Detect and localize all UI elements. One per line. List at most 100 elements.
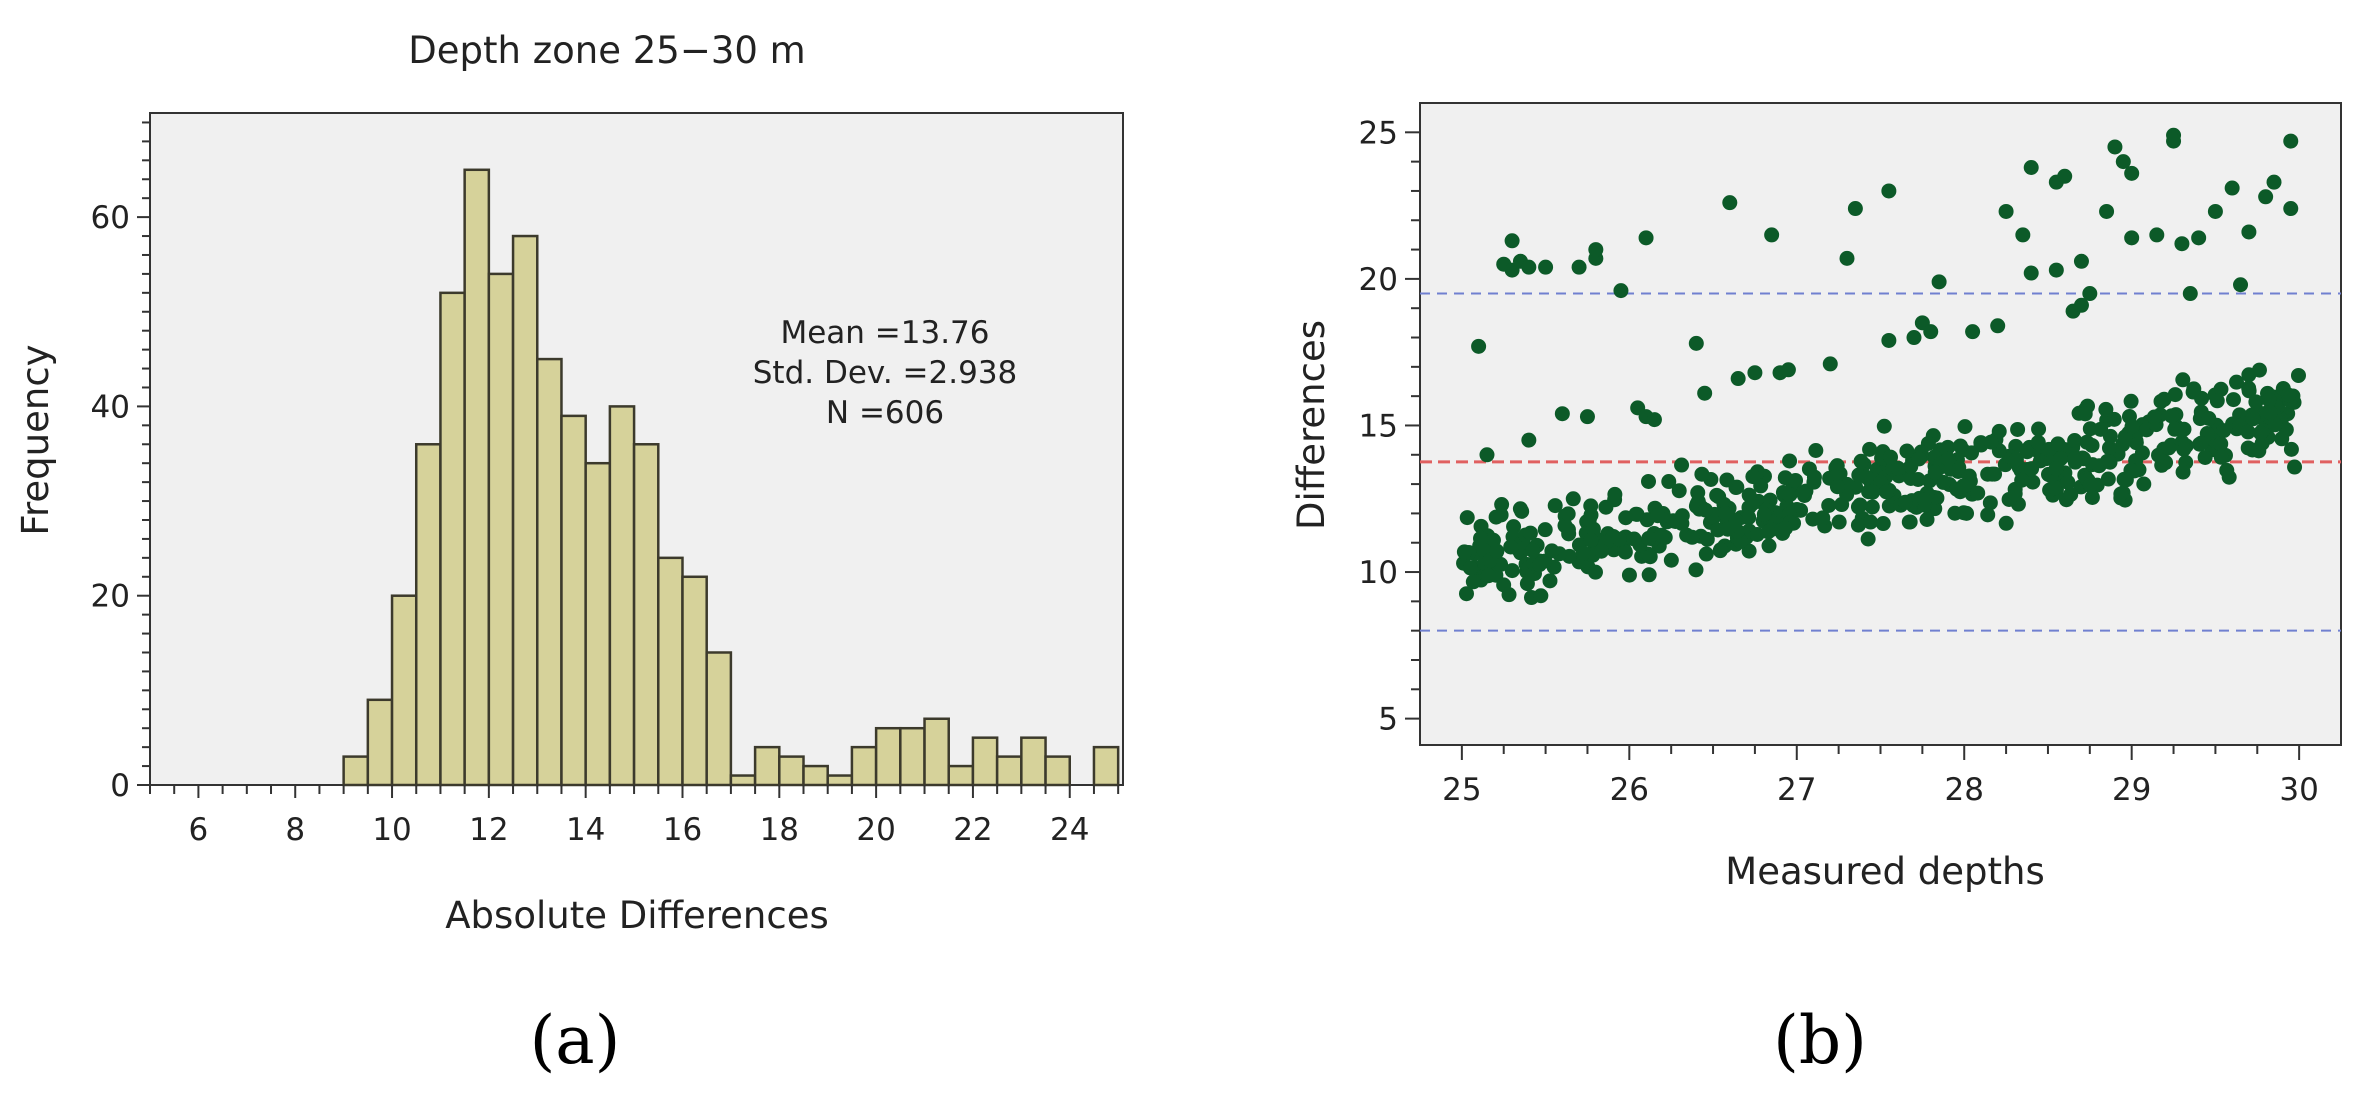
scatter-point xyxy=(1544,543,1560,559)
scatter-point xyxy=(2007,486,2023,502)
scatter-point xyxy=(1741,543,1757,559)
scatter-point xyxy=(2267,417,2283,433)
scatter-point xyxy=(1859,469,1875,485)
scatter-x-tick-label: 26 xyxy=(1610,772,1649,808)
scatter-point xyxy=(2283,441,2299,457)
scatter-point xyxy=(2213,449,2229,465)
scatter-point xyxy=(1875,516,1891,532)
scatter-point-outlier xyxy=(2057,168,2073,184)
scatter-point-outlier xyxy=(2191,230,2207,246)
scatter-point xyxy=(1557,518,1573,534)
scatter-point xyxy=(1998,515,2014,531)
scatter-point xyxy=(1465,574,1481,590)
scatter-point xyxy=(1940,451,1956,467)
scatter-point-outlier xyxy=(1881,332,1897,348)
histogram-x-tick-label: 8 xyxy=(285,812,305,848)
scatter-y-tick-label: 20 xyxy=(1359,262,1398,298)
scatter-point xyxy=(2261,392,2277,408)
scatter-point xyxy=(2093,421,2109,437)
scatter-point xyxy=(2102,454,2118,470)
scatter-point xyxy=(1745,469,1761,485)
scatter-point xyxy=(1956,478,1972,494)
histogram-bar xyxy=(608,405,636,787)
histogram-y-tick-label: 40 xyxy=(91,389,130,425)
histogram-bar xyxy=(753,745,781,787)
histogram-bar xyxy=(681,575,708,787)
scatter-x-tick-label: 30 xyxy=(2279,772,2318,808)
scatter-point xyxy=(1850,517,1866,533)
scatter-point-outlier xyxy=(1923,324,1939,340)
histogram-x-tick-label: 12 xyxy=(469,812,508,848)
scatter-x-tick-label: 25 xyxy=(1442,772,1481,808)
scatter-point xyxy=(2079,434,2095,450)
scatter-point xyxy=(2077,406,2093,422)
histogram-bar xyxy=(850,745,878,787)
histogram-bar xyxy=(923,717,950,787)
scatter-point-outlier xyxy=(2073,297,2089,313)
scatter-point xyxy=(1611,531,1627,547)
histogram-bar xyxy=(778,755,805,787)
scatter-point-outlier xyxy=(1697,385,1713,401)
scatter-point xyxy=(1621,567,1637,583)
histogram-x-tick-label: 18 xyxy=(760,812,799,848)
scatter-point xyxy=(2024,461,2040,477)
scatter-point xyxy=(1496,577,1512,593)
scatter-point xyxy=(1901,514,1917,530)
scatter-point xyxy=(2100,471,2116,487)
histogram-y-tick-label: 20 xyxy=(91,579,130,615)
scatter-point xyxy=(1761,538,1777,554)
panel-label-b: (b) xyxy=(1773,1002,1867,1079)
scatter-point xyxy=(2047,480,2063,496)
scatter-point xyxy=(1688,562,1704,578)
scatter-point xyxy=(1519,576,1535,592)
histogram-bar xyxy=(971,736,999,787)
scatter-point xyxy=(2014,472,2030,488)
scatter-point-outlier xyxy=(2258,189,2274,205)
scatter-point xyxy=(2031,421,2047,437)
scatter-point-outlier xyxy=(1638,230,1654,246)
scatter-point xyxy=(2123,393,2139,409)
scatter-point xyxy=(2048,461,2064,477)
scatter-point xyxy=(1760,524,1776,540)
scatter-point xyxy=(2019,444,2035,460)
scatter-point-outlier xyxy=(1504,233,1520,249)
scatter-point xyxy=(1795,485,1811,501)
scatter-point xyxy=(1821,497,1837,513)
scatter-point-outlier xyxy=(1722,195,1738,211)
scatter-point xyxy=(1641,530,1657,546)
scatter-point xyxy=(2240,424,2256,440)
scatter-point xyxy=(2274,431,2290,447)
histogram-bar xyxy=(487,272,515,787)
scatter-point xyxy=(1456,544,1472,560)
scatter-point xyxy=(1719,472,1735,488)
scatter-point xyxy=(1537,522,1553,538)
histogram-bar xyxy=(705,651,733,787)
scatter-point xyxy=(1618,510,1634,526)
scatter-point-outlier xyxy=(2015,227,2031,243)
scatter-point xyxy=(1532,557,1548,573)
scatter-point-outlier xyxy=(1613,283,1629,299)
scatter-point xyxy=(1674,457,1690,473)
scatter-point xyxy=(1458,586,1474,602)
scatter-point-outlier xyxy=(1646,412,1662,428)
scatter-point xyxy=(2175,464,2191,480)
scatter-point xyxy=(2161,440,2177,456)
scatter-point xyxy=(1542,573,1558,589)
scatter-point-outlier xyxy=(2149,227,2165,243)
scatter-point xyxy=(2251,362,2267,378)
scatter-point xyxy=(1607,486,1623,502)
scatter-point-outlier xyxy=(1822,356,1838,372)
histogram-x-tick-label: 20 xyxy=(856,812,895,848)
scatter-point-outlier xyxy=(2241,224,2257,240)
histogram-bar xyxy=(414,443,442,787)
scatter-point xyxy=(1671,483,1687,499)
scatter-y-tick-label: 25 xyxy=(1359,115,1398,151)
scatter-point-outlier xyxy=(1780,362,1796,378)
histogram-x-tick-label: 14 xyxy=(566,812,605,848)
scatter-point-outlier xyxy=(2048,262,2064,278)
scatter-point xyxy=(1504,563,1520,579)
scatter-point xyxy=(2221,469,2237,485)
scatter-point xyxy=(1626,531,1642,547)
scatter-point xyxy=(1494,497,1510,513)
scatter-point-outlier xyxy=(2207,203,2223,219)
